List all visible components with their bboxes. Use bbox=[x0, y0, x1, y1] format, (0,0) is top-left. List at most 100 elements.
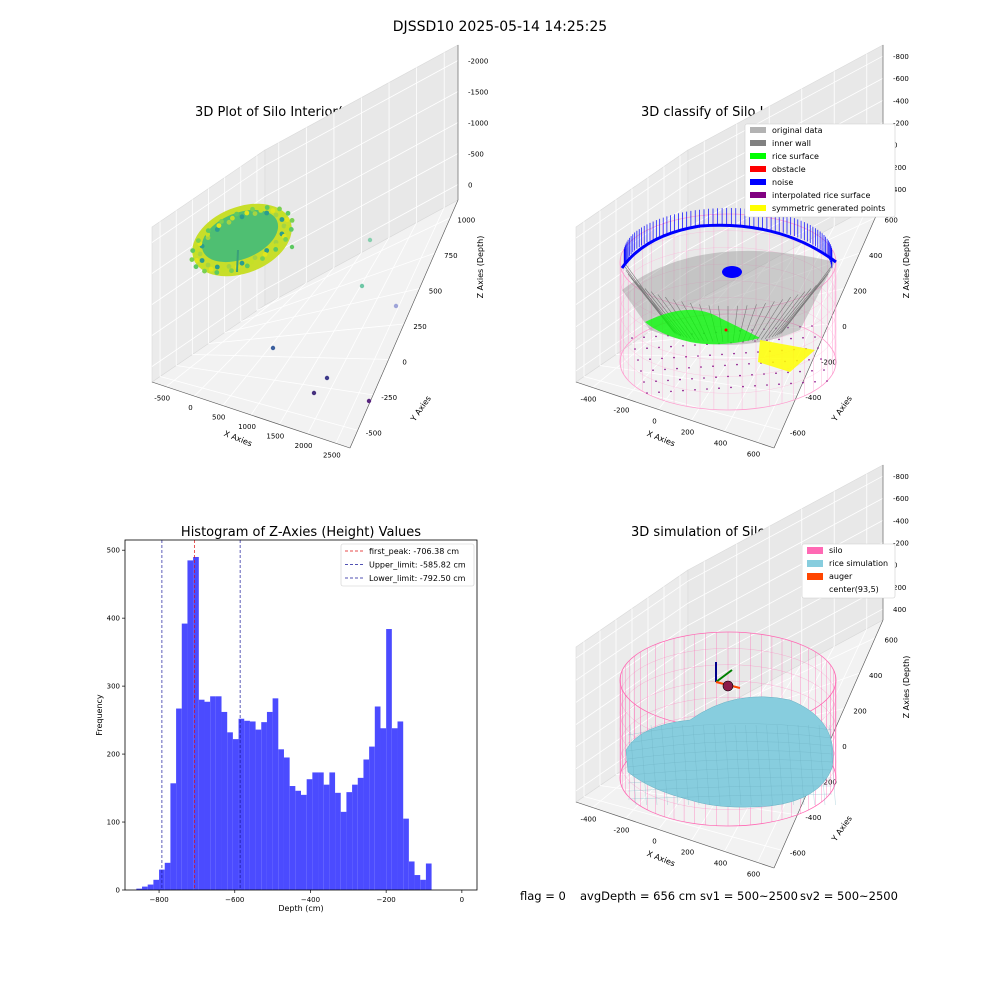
legend-swatch bbox=[750, 179, 766, 185]
histogram-bar bbox=[222, 712, 228, 890]
legend-swatch bbox=[807, 547, 823, 554]
p1-ztick-label: -1500 bbox=[468, 89, 488, 97]
interpolated-point bbox=[703, 377, 705, 379]
p1-xtick-label: -500 bbox=[154, 395, 170, 403]
raw-point bbox=[260, 256, 265, 261]
p2-ytick-label: 400 bbox=[869, 252, 882, 260]
interpolated-point bbox=[757, 351, 759, 353]
interpolated-point bbox=[673, 357, 675, 359]
p2-xtick-label: -400 bbox=[581, 396, 597, 404]
legend-label: symmetric generated points bbox=[772, 204, 885, 213]
interpolated-point bbox=[688, 367, 690, 369]
status-flag: flag = 0 bbox=[520, 889, 566, 903]
interpolated-point bbox=[715, 376, 717, 378]
histogram-bar bbox=[176, 709, 182, 890]
interpolated-point bbox=[718, 387, 720, 389]
interpolated-point bbox=[745, 352, 747, 354]
status-sv2: sv2 = 500~2500 bbox=[800, 889, 898, 903]
histogram-bar bbox=[380, 728, 386, 890]
panel3-title: Histogram of Z-Axies (Height) Values bbox=[181, 525, 421, 540]
raw-outlier-point bbox=[368, 238, 372, 242]
raw-point bbox=[280, 212, 285, 217]
p4-ztick-label: -200 bbox=[893, 540, 909, 548]
raw-point bbox=[290, 218, 295, 223]
histogram-bar bbox=[415, 875, 421, 890]
histogram-bar bbox=[369, 747, 375, 890]
p2-ytick-label: -400 bbox=[805, 394, 821, 402]
p2-ytick-label: 200 bbox=[853, 288, 866, 296]
raw-point bbox=[250, 207, 255, 212]
interpolated-point bbox=[820, 358, 822, 360]
histogram-bar bbox=[239, 719, 245, 890]
interpolated-point bbox=[640, 370, 642, 372]
interpolated-point bbox=[646, 347, 648, 349]
legend-label: rice surface bbox=[772, 152, 819, 161]
histogram-bar bbox=[193, 557, 199, 890]
p4-xtick-label: 400 bbox=[714, 860, 727, 868]
p4-xtick-label: 600 bbox=[747, 871, 760, 879]
p2-xtick-label: 400 bbox=[714, 440, 727, 448]
p1-ytick-label: 750 bbox=[444, 252, 457, 260]
interpolated-point bbox=[649, 358, 651, 360]
raw-outlier-point bbox=[290, 245, 294, 249]
legend-swatch bbox=[750, 205, 766, 211]
raw-outlier-point bbox=[325, 376, 329, 380]
raw-point bbox=[253, 255, 258, 260]
raw-point bbox=[253, 211, 258, 216]
interpolated-point bbox=[742, 386, 744, 388]
legend-label: first_peak: -706.38 cm bbox=[369, 547, 459, 556]
histogram-bar bbox=[295, 791, 301, 890]
p4-xtick-label: 200 bbox=[681, 849, 694, 857]
raw-point bbox=[206, 263, 211, 268]
panel-histogram: Histogram of Z-Axies (Height) Values −80… bbox=[95, 525, 477, 913]
histogram-bar bbox=[233, 739, 239, 890]
histogram-ytick-label: 0 bbox=[116, 887, 120, 895]
histogram-bar bbox=[290, 786, 296, 890]
legend-swatch bbox=[750, 166, 766, 172]
histogram-xtick-label: 0 bbox=[460, 896, 464, 904]
panel2-ylabel: Y Axies bbox=[829, 394, 854, 424]
raw-point bbox=[258, 208, 263, 213]
p4-ytick-label: 200 bbox=[853, 708, 866, 716]
p1-xtick-label: 0 bbox=[188, 404, 192, 412]
raw-point bbox=[280, 217, 285, 222]
legend-label: obstacle bbox=[772, 165, 806, 174]
status-sv1: sv1 = 500~2500 bbox=[700, 889, 798, 903]
p4-xtick-label: -400 bbox=[581, 816, 597, 824]
histogram-bar bbox=[216, 696, 222, 890]
interpolated-point bbox=[802, 382, 804, 384]
raw-point bbox=[263, 252, 268, 257]
interpolated-point bbox=[811, 370, 813, 372]
panel4-ylabel: Y Axies bbox=[829, 814, 854, 844]
status-avg-depth: avgDepth = 656 cm bbox=[580, 889, 696, 903]
histogram-bar bbox=[278, 749, 284, 890]
raw-point bbox=[227, 264, 232, 269]
raw-point bbox=[194, 258, 199, 263]
interpolated-point bbox=[637, 359, 639, 361]
p2-xtick-label: 0 bbox=[652, 418, 656, 426]
histogram-bar bbox=[329, 772, 335, 890]
legend-label: interpolated rice surface bbox=[772, 191, 870, 200]
histogram-bar bbox=[392, 728, 398, 890]
histogram-ytick-label: 300 bbox=[107, 683, 120, 691]
interpolated-point bbox=[661, 358, 663, 360]
histogram-bar bbox=[227, 732, 233, 890]
histogram-bar bbox=[148, 885, 154, 890]
raw-point bbox=[240, 214, 245, 219]
histogram-bar bbox=[153, 880, 159, 890]
raw-point bbox=[265, 205, 270, 210]
histogram-ytick-label: 400 bbox=[107, 615, 120, 623]
interpolated-point bbox=[658, 347, 660, 349]
interpolated-point bbox=[679, 379, 681, 381]
histogram-bar bbox=[165, 863, 171, 890]
panel1-ylabel: Y Axies bbox=[408, 394, 433, 424]
panel2-xlabel: X Axies bbox=[646, 429, 677, 448]
legend-label: center(93,5) bbox=[829, 585, 879, 594]
p4-xtick-label: -200 bbox=[614, 827, 630, 835]
p1-ytick-label: -250 bbox=[381, 394, 397, 402]
interpolated-point bbox=[778, 383, 780, 385]
interpolated-point bbox=[730, 387, 732, 389]
raw-outlier-point bbox=[360, 284, 364, 288]
p4-ytick-label: 0 bbox=[842, 743, 846, 751]
interpolated-point bbox=[826, 380, 828, 382]
